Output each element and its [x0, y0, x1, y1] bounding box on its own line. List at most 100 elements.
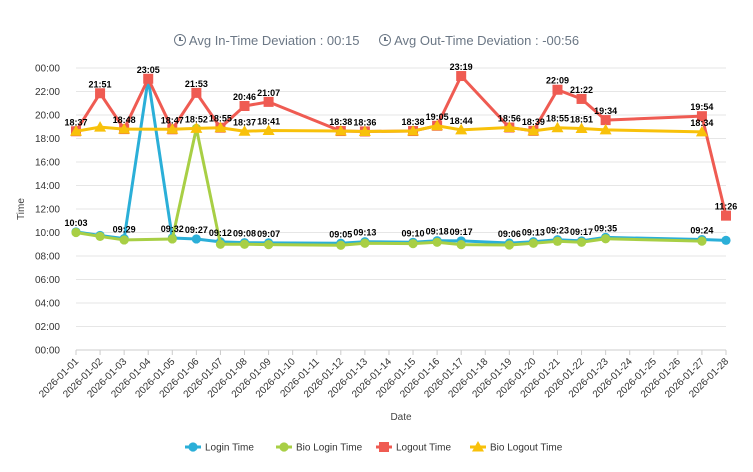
data-label: 18:44	[450, 116, 473, 126]
login-time-line	[74, 77, 728, 245]
data-label: 19:05	[426, 112, 449, 122]
data-label: 20:46	[233, 92, 256, 102]
legend-marker	[188, 442, 198, 452]
data-label: 10:03	[64, 218, 87, 228]
deviation-header: Avg In-Time Deviation : 00:15 Avg Out-Ti…	[0, 33, 753, 48]
data-label: 09:08	[233, 229, 256, 239]
data-label: 09:13	[522, 228, 545, 238]
y-tick-label: 18:00	[35, 134, 60, 145]
data-label: 23:05	[137, 65, 160, 75]
bio-login-time-point	[697, 236, 707, 246]
bio-logout-time-point	[431, 119, 444, 131]
bio-login-time-point	[95, 231, 105, 242]
avg-out-deviation-label: Avg Out-Time Deviation : -00:56	[394, 33, 580, 48]
bio-logout-time-point	[455, 123, 468, 135]
data-label: 09:10	[402, 228, 425, 238]
data-label: 18:52	[185, 114, 208, 124]
logout-time-point	[143, 73, 154, 84]
logout-time-point	[696, 111, 707, 122]
bio-logout-time-point	[503, 121, 516, 133]
data-label: 21:53	[185, 79, 208, 89]
avg-in-deviation-label: Avg In-Time Deviation : 00:15	[188, 33, 360, 48]
data-label: 09:24	[690, 226, 713, 236]
clock-icon	[173, 34, 186, 46]
logout-time-point	[552, 84, 563, 95]
login-time-point	[191, 234, 201, 244]
bio-logout-time-point	[599, 123, 612, 135]
avg-in-deviation: Avg In-Time Deviation : 00:15	[173, 33, 360, 48]
bio-login-time-point	[239, 239, 250, 249]
bio-login-time-point	[360, 238, 370, 248]
data-label: 18:38	[329, 117, 352, 127]
data-label: 11:26	[715, 202, 738, 212]
y-tick-label: 04:00	[35, 299, 60, 310]
bio-logout-time-point	[527, 124, 540, 136]
logout-time-point	[456, 71, 467, 82]
logout-time-point	[721, 210, 731, 221]
data-label: 18:34	[690, 118, 713, 128]
data-label: 09:27	[185, 225, 208, 235]
bio-login-time-point	[263, 240, 274, 250]
logout-time-point	[263, 96, 274, 107]
data-label: 18:39	[522, 117, 545, 127]
clock-icon	[379, 34, 392, 46]
bio-logout-time-point	[695, 125, 708, 137]
bio-logout-time-point	[358, 125, 371, 136]
logout-time-point	[95, 88, 106, 99]
bio-logout-time-point	[166, 123, 179, 134]
bio-login-time-point	[576, 237, 587, 247]
data-label: 18:48	[113, 115, 136, 125]
bio-logout-time-point	[190, 122, 203, 133]
data-label: 19:54	[690, 102, 713, 112]
bio-login-time-point	[408, 239, 418, 249]
y-tick-label: 00:00	[35, 64, 60, 75]
data-label: 09:17	[450, 227, 473, 237]
data-label: 18:37	[64, 117, 87, 127]
data-label: 09:13	[353, 228, 376, 238]
data-label: 09:29	[113, 225, 136, 235]
login-time-point	[721, 235, 731, 245]
data-label: 09:07	[257, 229, 280, 239]
bio-login-time-point	[71, 227, 81, 238]
bio-login-time-point	[432, 237, 442, 247]
data-label: 09:35	[594, 223, 617, 233]
logout-time-point	[576, 93, 587, 104]
data-label: 21:22	[570, 85, 593, 95]
y-axis-title: Time	[16, 198, 27, 220]
bio-logout-time-point	[334, 125, 347, 136]
bio-logout-time-point	[238, 125, 251, 136]
bio-login-time-point	[528, 238, 539, 248]
bio-logout-time-point	[262, 124, 275, 135]
legend-marker	[472, 441, 484, 452]
legend-marker	[279, 442, 289, 452]
data-label: 18:56	[498, 114, 521, 124]
avg-out-deviation: Avg Out-Time Deviation : -00:56	[379, 33, 579, 48]
x-axis-title: Date	[390, 412, 412, 423]
bio-logout-time-point	[214, 121, 227, 133]
data-label: 18:36	[353, 117, 376, 127]
legend-label: Bio Login Time	[296, 443, 363, 454]
data-label: 23:19	[450, 62, 473, 72]
bio-logout-time-point	[70, 125, 82, 136]
data-label: 21:51	[89, 79, 112, 89]
logout-time-point	[600, 115, 611, 126]
data-label: 22:09	[546, 76, 569, 86]
bio-login-time-point	[504, 240, 514, 250]
data-label: 09:12	[209, 228, 232, 238]
data-label: 18:37	[233, 117, 256, 127]
y-tick-label: 00:00	[35, 346, 60, 357]
legend-label: Logout Time	[396, 443, 451, 454]
logout-time-point	[191, 87, 202, 98]
bio-login-time-point	[601, 234, 611, 244]
y-tick-label: 14:00	[35, 181, 60, 192]
data-label: 09:17	[570, 227, 593, 237]
y-tick-label: 06:00	[35, 275, 60, 286]
bio-login-time-point	[456, 240, 466, 250]
bio-login-time-point	[119, 235, 129, 245]
data-label: 09:05	[329, 229, 352, 239]
legend-marker	[379, 442, 389, 452]
y-tick-label: 08:00	[35, 252, 60, 263]
data-label: 09:06	[498, 229, 521, 239]
